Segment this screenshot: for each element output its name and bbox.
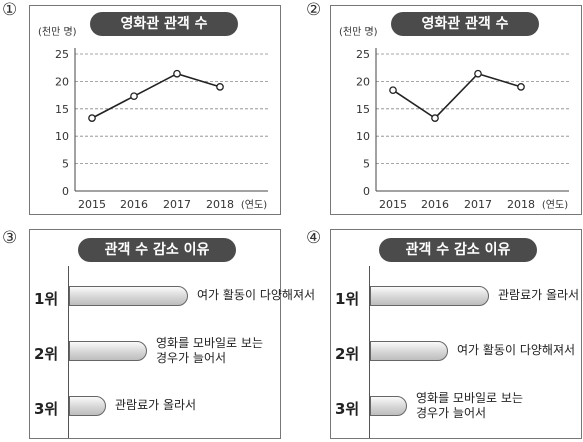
- line-chart-svg: (천만 명) 0 5 10 15 20 25 2015 2016 2017 2018 (연도): [339, 26, 569, 211]
- rank-label: 2위: [34, 345, 59, 363]
- data-point: [88, 114, 96, 122]
- x-tick-label: 2018: [507, 198, 535, 211]
- x-unit-label: (연도): [542, 199, 568, 211]
- reason-label: 영화를 모바일로 보는 경우가 늘어서: [416, 391, 523, 421]
- reason-label: 관람료가 올라서: [115, 398, 196, 413]
- chart-title: 관객 수 감소 이유: [379, 238, 537, 262]
- series-line: [91, 72, 221, 119]
- x-tick-label: 2016: [120, 198, 148, 211]
- bar: [370, 286, 489, 306]
- y-tick-label: 10: [356, 130, 370, 143]
- y-unit-label: (천만 명): [38, 26, 77, 38]
- bar: [370, 396, 407, 416]
- reason-label-line: 여가 활동이 다양해져서: [457, 343, 576, 357]
- y-tick-label: 15: [356, 103, 370, 116]
- y-tick-label: 5: [62, 158, 69, 171]
- reason-label-line: 영화를 모바일로 보는: [156, 336, 263, 350]
- y-tick-label: 0: [363, 185, 370, 198]
- data-point: [517, 83, 525, 91]
- bar-row: 2위 영화를 모바일로 보는 경우가 늘어서: [30, 336, 280, 381]
- reason-label: 여가 활동이 다양해져서: [197, 288, 315, 303]
- rank-label: 2위: [335, 345, 360, 363]
- series-line: [392, 72, 522, 120]
- option-marker-4: ④: [306, 228, 322, 248]
- option-marker-3: ③: [2, 228, 18, 248]
- line-chart-svg: (천만 명) 0 5 10 15 20 25 2015 2016 2017 2018 (연도): [38, 26, 268, 211]
- reason-label-line: 여가 활동이 다양해져서: [197, 288, 316, 302]
- y-tick-label: 15: [55, 103, 69, 116]
- data-point: [173, 69, 181, 78]
- reason-label: 관람료가 올라서: [498, 288, 579, 303]
- data-point: [474, 69, 482, 78]
- reason-label: 여가 활동이 다양해져서: [457, 343, 575, 358]
- chart-title: 영화관 관객 수: [391, 12, 539, 36]
- option-marker-2: ②: [306, 0, 322, 20]
- reason-label-line: 영화를 모바일로 보는: [416, 391, 523, 405]
- rank-label: 3위: [34, 400, 59, 418]
- bar: [69, 286, 188, 306]
- chart-title: 관객 수 감소 이유: [78, 238, 236, 262]
- y-tick-label: 0: [62, 185, 69, 198]
- option-marker-1: ①: [2, 0, 18, 20]
- y-unit-label: (천만 명): [339, 26, 378, 38]
- line-chart-panel-2: 영화관 관객 수 (천만 명) 0 5 10 15 20 25 2015 2016 2017 201…: [330, 5, 582, 215]
- chart-title: 영화관 관객 수: [90, 12, 238, 36]
- bar-axis: [369, 266, 370, 438]
- data-point: [431, 114, 439, 122]
- x-tick-label: 2017: [464, 198, 492, 211]
- y-tick-label: 20: [55, 75, 69, 88]
- rank-label: 1위: [335, 290, 360, 308]
- y-tick-label: 10: [55, 130, 69, 143]
- bar: [69, 341, 147, 361]
- reason-label-line: 경우가 늘어서: [416, 406, 487, 420]
- reason-label-line: 관람료가 올라서: [498, 288, 580, 302]
- bar: [370, 341, 448, 361]
- bar-chart-panel-4: 관객 수 감소 이유 1위 관람료가 올라서 2위 여가 활동이 다양해져서 3위 영화를…: [330, 229, 582, 439]
- x-tick-label: 2015: [379, 198, 407, 211]
- y-tick-label: 5: [363, 158, 370, 171]
- x-tick-label: 2018: [206, 198, 234, 211]
- rank-label: 3위: [335, 400, 360, 418]
- x-tick-label: 2017: [163, 198, 191, 211]
- line-chart-panel-1: 영화관 관객 수 (천만 명) 0 5 10 15 20 25 2015 2016 2017 201…: [29, 5, 281, 215]
- bar-row: 1위 관람료가 올라서: [331, 286, 581, 326]
- reason-label-line: 경우가 늘어서: [156, 351, 227, 365]
- data-point: [216, 83, 224, 91]
- bar-row: 3위 영화를 모바일로 보는 경우가 늘어서: [331, 391, 581, 436]
- bar-row: 1위 여가 활동이 다양해져서: [30, 286, 315, 326]
- y-tick-label: 20: [356, 75, 370, 88]
- y-tick-label: 25: [55, 48, 69, 61]
- bar-chart-panel-3: 관객 수 감소 이유 1위 여가 활동이 다양해져서 2위 영화를 모바일로 보는 경우…: [29, 229, 315, 439]
- x-unit-label: (연도): [241, 199, 267, 211]
- y-tick-label: 25: [356, 48, 370, 61]
- reason-label: 영화를 모바일로 보는 경우가 늘어서: [156, 336, 263, 366]
- bar: [69, 396, 106, 416]
- x-tick-label: 2016: [421, 198, 449, 211]
- bar-row: 3위 관람료가 올라서: [30, 396, 280, 436]
- reason-label-line: 관람료가 올라서: [115, 398, 197, 412]
- rank-label: 1위: [34, 290, 59, 308]
- data-point: [130, 92, 138, 101]
- data-point: [389, 86, 397, 95]
- x-tick-label: 2015: [78, 198, 106, 211]
- bar-axis: [68, 266, 69, 438]
- bar-row: 2위 여가 활동이 다양해져서: [331, 341, 581, 381]
